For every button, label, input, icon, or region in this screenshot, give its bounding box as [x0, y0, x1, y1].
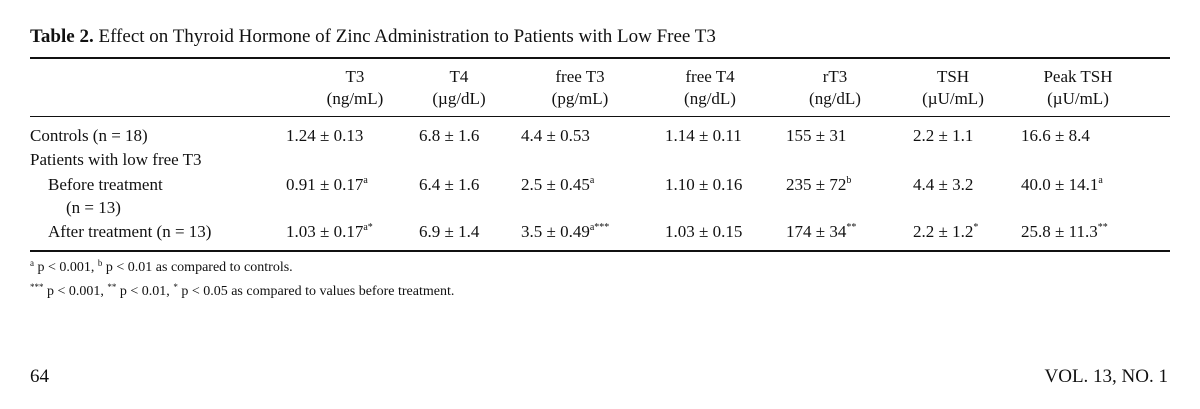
column-header-peak-tsh: Peak TSH (µU/mL)	[1043, 67, 1113, 108]
table-cell: 4.4 ± 3.2	[913, 175, 974, 194]
table-cell: 40.0 ± 14.1a	[1021, 175, 1103, 194]
column-header-free-t3: free T3 (pg/mL)	[551, 67, 609, 108]
table-cell: 1.03 ± 0.15	[665, 222, 743, 241]
row-label-controls: Controls (n = 18)	[30, 126, 148, 145]
table-cell: 174 ± 34**	[786, 222, 857, 241]
column-header-t4: T4 (µg/dL)	[432, 67, 486, 108]
column-header-tsh: TSH (µU/mL)	[922, 67, 984, 108]
table-cell: 25.8 ± 11.3**	[1021, 222, 1108, 241]
row-label-before-treatment-n: (n = 13)	[66, 198, 121, 217]
table-cell: 3.5 ± 0.49a***	[521, 222, 610, 241]
footnote-before-treatment: *** p < 0.001, ** p < 0.01, * p < 0.05 a…	[30, 282, 455, 300]
column-header-t3: T3 (ng/mL)	[326, 67, 384, 108]
table-cell: 2.2 ± 1.1	[913, 126, 974, 145]
table-caption: Table 2. Effect on Thyroid Hormone of Zi…	[30, 26, 716, 48]
table-cell: 0.91 ± 0.17a	[286, 175, 368, 194]
table-cell: 2.5 ± 0.45a	[521, 175, 595, 194]
table-cell: 1.14 ± 0.11	[665, 126, 742, 145]
table-cell: 235 ± 72b	[786, 175, 852, 194]
page-number: 64	[30, 366, 49, 387]
table-cell: 1.03 ± 0.17a*	[286, 222, 373, 241]
table-cell: 1.24 ± 0.13	[286, 126, 364, 145]
column-header-rt3: rT3 (ng/dL)	[809, 67, 861, 108]
column-header-free-t4: free T4 (ng/dL)	[684, 67, 736, 108]
table-top-rule	[30, 57, 1170, 59]
table-cell: 2.2 ± 1.2*	[913, 222, 979, 241]
table-caption-text: Effect on Thyroid Hormone of Zinc Admini…	[93, 26, 716, 47]
table-header-rule	[30, 116, 1170, 117]
table-cell: 155 ± 31	[786, 126, 847, 145]
table-cell: 1.10 ± 0.16	[665, 175, 743, 194]
table-cell: 6.4 ± 1.6	[419, 175, 480, 194]
table-bottom-rule	[30, 250, 1170, 252]
row-label-patients-group: Patients with low free T3	[30, 150, 202, 169]
table-cell: 6.8 ± 1.6	[419, 126, 480, 145]
table-cell: 4.4 ± 0.53	[521, 126, 590, 145]
table-cell: 16.6 ± 8.4	[1021, 126, 1090, 145]
row-label-before-treatment: Before treatment	[48, 175, 163, 194]
journal-volume: VOL. 13, NO. 1	[1044, 366, 1169, 387]
table-cell: 6.9 ± 1.4	[419, 222, 480, 241]
table-caption-label: Table 2.	[30, 26, 94, 47]
row-label-after-treatment: After treatment (n = 13)	[48, 222, 212, 241]
footnote-controls: a p < 0.001, b p < 0.01 as compared to c…	[30, 258, 293, 276]
